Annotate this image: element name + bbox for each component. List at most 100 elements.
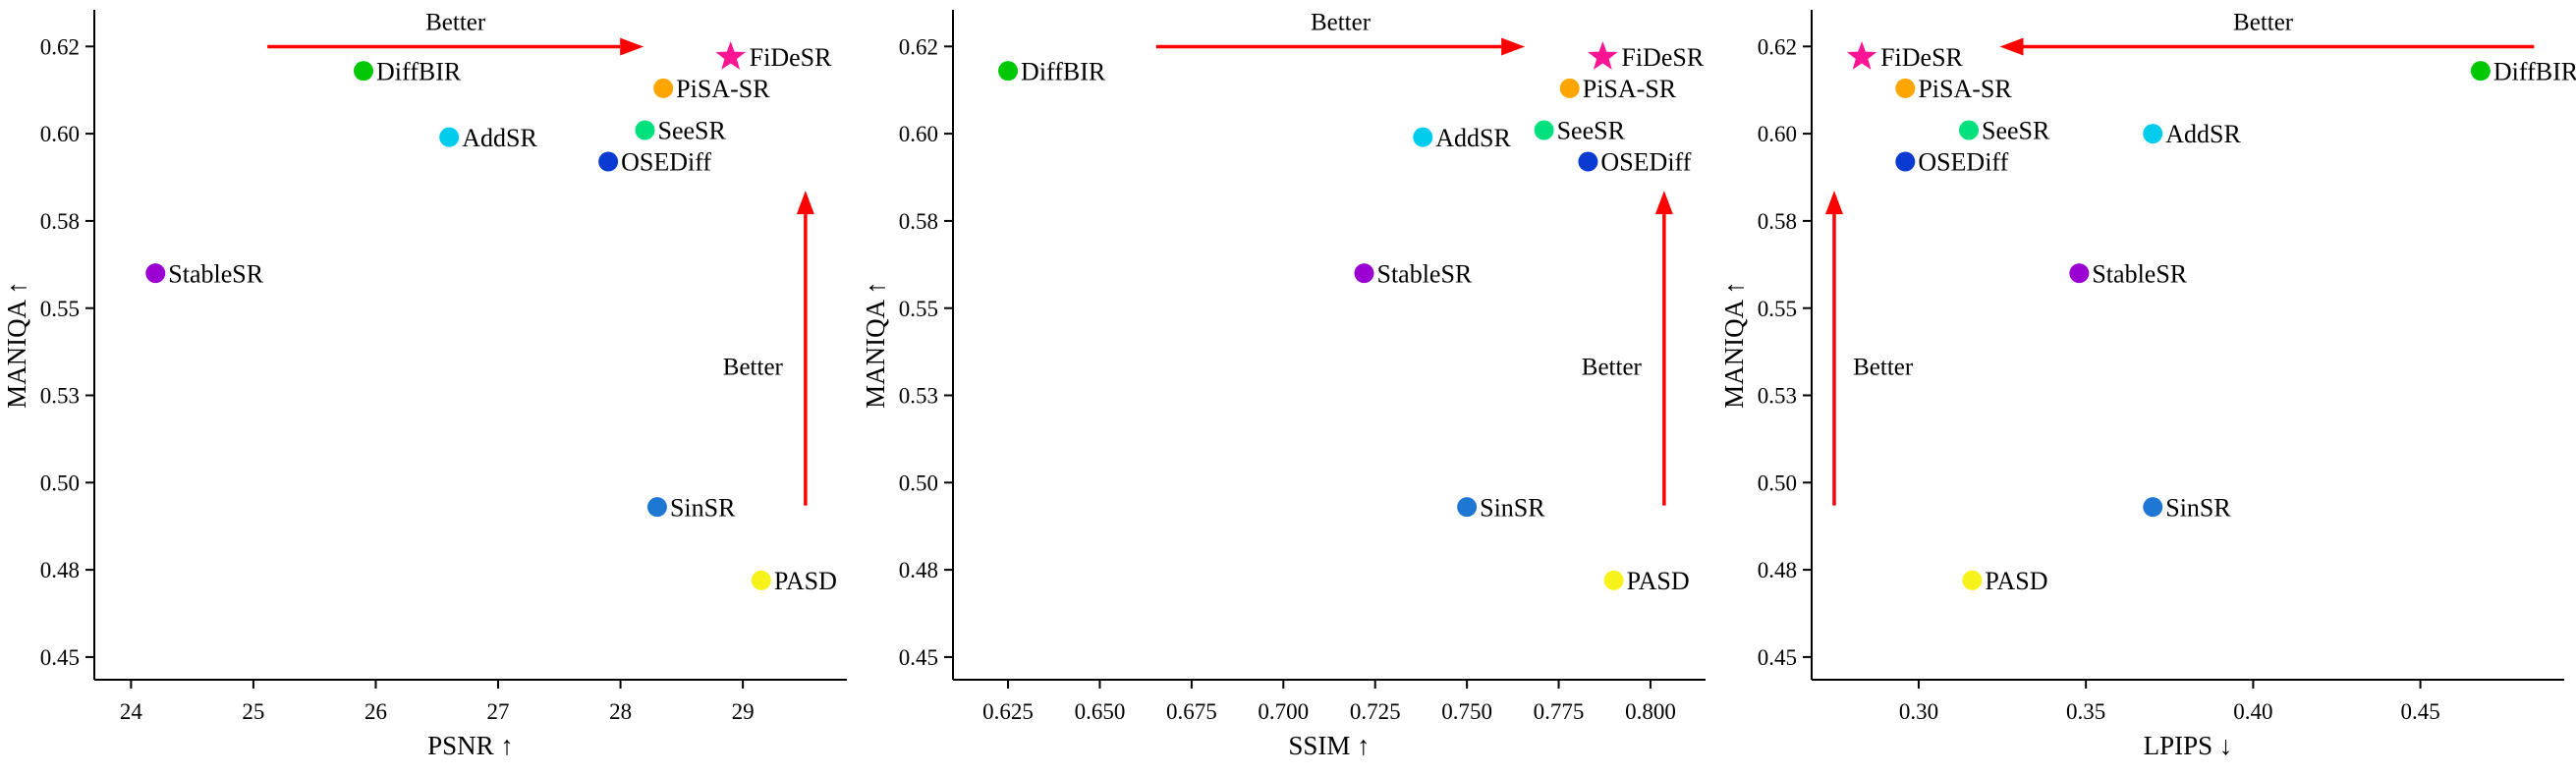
point-label-DiffBIR: DiffBIR bbox=[376, 57, 462, 85]
x-tick-label: 0.650 bbox=[1075, 699, 1126, 724]
y-tick-label: 0.50 bbox=[1758, 471, 1797, 495]
point-label-OSEDiff: OSEDiff bbox=[1918, 148, 2008, 177]
point-label-OSEDiff: OSEDiff bbox=[1600, 148, 1691, 177]
y-tick-label: 0.55 bbox=[1758, 297, 1797, 321]
y-tick-label: 0.53 bbox=[1758, 384, 1797, 409]
point-FiDeSR bbox=[715, 40, 746, 70]
point-label-StableSR: StableSR bbox=[1376, 259, 1472, 288]
point-PASD bbox=[751, 570, 771, 590]
better-label: Better bbox=[2233, 9, 2294, 35]
y-axis-label: MANIQA ↑ bbox=[1719, 281, 1749, 409]
point-label-SeeSR: SeeSR bbox=[657, 117, 726, 145]
point-AddSR bbox=[439, 127, 460, 147]
point-StableSR bbox=[145, 263, 166, 284]
point-StableSR bbox=[1354, 263, 1374, 284]
better-label: Better bbox=[425, 9, 486, 35]
point-DiffBIR bbox=[998, 61, 1019, 82]
point-SeeSR bbox=[1959, 120, 1980, 140]
point-DiffBIR bbox=[2470, 61, 2491, 82]
y-tick-label: 0.48 bbox=[899, 558, 938, 582]
y-tick-label: 0.60 bbox=[899, 122, 938, 146]
better-arrowhead bbox=[1999, 37, 2024, 56]
point-label-StableSR: StableSR bbox=[168, 259, 263, 288]
point-label-PiSA-SR: PiSA-SR bbox=[1583, 75, 1677, 103]
point-label-PASD: PASD bbox=[1985, 567, 2047, 595]
point-SeeSR bbox=[635, 120, 655, 140]
x-tick-label: 0.675 bbox=[1166, 699, 1217, 724]
y-tick-label: 0.48 bbox=[1758, 558, 1797, 582]
x-tick-label: 0.45 bbox=[2400, 699, 2439, 724]
x-tick-label: 0.725 bbox=[1350, 699, 1401, 724]
chart-panel-ssim-maniqa: 0.625 0.650 0.675 0.700 0.725 0.750 0.775 0.800… bbox=[859, 0, 1717, 770]
point-SinSR bbox=[1457, 497, 1478, 518]
x-tick-label: 0.30 bbox=[1899, 699, 1938, 724]
point-PiSA-SR bbox=[653, 78, 674, 98]
scatter-plot: 0.30 0.35 0.40 0.45 0.45 0.48 0.50 0.53 0.55 0.58… bbox=[1719, 9, 2576, 760]
x-axis-label: SSIM ↑ bbox=[1288, 731, 1370, 760]
point-PASD bbox=[1603, 570, 1624, 590]
better-arrowhead bbox=[1654, 191, 1673, 215]
point-StableSR bbox=[2069, 263, 2090, 284]
y-tick-label: 0.50 bbox=[899, 471, 938, 495]
point-label-FiDeSR: FiDeSR bbox=[750, 43, 832, 72]
better-label: Better bbox=[1853, 355, 1914, 381]
point-label-AddSR: AddSR bbox=[1435, 124, 1511, 152]
point-DiffBIR bbox=[354, 61, 374, 82]
point-PiSA-SR bbox=[1895, 78, 1916, 98]
point-label-SinSR: SinSR bbox=[670, 493, 736, 522]
x-tick-label: 24 bbox=[120, 699, 143, 724]
y-tick-label: 0.53 bbox=[899, 384, 938, 409]
x-tick-label: 0.775 bbox=[1534, 699, 1585, 724]
point-label-DiffBIR: DiffBIR bbox=[2493, 57, 2576, 85]
x-tick-label: 25 bbox=[242, 699, 264, 724]
point-FiDeSR bbox=[1588, 40, 1618, 70]
x-axis-label: PSNR ↑ bbox=[427, 731, 514, 760]
x-tick-label: 27 bbox=[487, 699, 510, 724]
y-tick-label: 0.48 bbox=[40, 558, 80, 582]
x-tick-label: 0.625 bbox=[982, 699, 1034, 724]
better-arrowhead bbox=[1501, 37, 1526, 56]
chart-panel-lpips-maniqa: 0.30 0.35 0.40 0.45 0.45 0.48 0.50 0.53 0.55 0.58… bbox=[1717, 0, 2576, 770]
y-axis-label: MANIQA ↑ bbox=[861, 281, 890, 409]
point-label-SinSR: SinSR bbox=[2165, 493, 2231, 522]
y-tick-label: 0.45 bbox=[899, 645, 938, 670]
y-tick-label: 0.58 bbox=[899, 209, 938, 234]
point-AddSR bbox=[2143, 124, 2163, 144]
point-label-SinSR: SinSR bbox=[1480, 493, 1545, 522]
better-arrowhead bbox=[796, 191, 814, 215]
y-tick-label: 0.45 bbox=[40, 645, 80, 670]
x-tick-label: 26 bbox=[364, 699, 387, 724]
x-tick-label: 29 bbox=[732, 699, 755, 724]
point-label-FiDeSR: FiDeSR bbox=[1880, 43, 1963, 72]
point-label-PASD: PASD bbox=[1627, 567, 1690, 595]
y-tick-label: 0.50 bbox=[40, 471, 80, 495]
chart-panel-psnr-maniqa: 24 25 26 27 28 29 0.45 0.48 0.50 0.53 0.55 0.58 0.60… bbox=[0, 0, 859, 770]
point-OSEDiff bbox=[598, 151, 619, 172]
x-axis-label: LPIPS ↓ bbox=[2144, 731, 2233, 760]
point-OSEDiff bbox=[1895, 151, 1916, 172]
point-PASD bbox=[1962, 570, 1983, 590]
y-tick-label: 0.60 bbox=[1758, 122, 1797, 146]
point-label-SeeSR: SeeSR bbox=[1557, 117, 1626, 145]
point-SinSR bbox=[646, 497, 667, 518]
y-tick-label: 0.55 bbox=[899, 297, 938, 321]
point-OSEDiff bbox=[1578, 151, 1598, 172]
y-tick-label: 0.62 bbox=[40, 34, 80, 59]
better-arrowhead bbox=[620, 37, 644, 56]
point-label-AddSR: AddSR bbox=[462, 124, 537, 152]
point-label-SeeSR: SeeSR bbox=[1982, 117, 2050, 145]
x-tick-label: 0.700 bbox=[1258, 699, 1309, 724]
x-tick-label: 0.800 bbox=[1625, 699, 1676, 724]
better-label: Better bbox=[1582, 355, 1643, 381]
point-label-FiDeSR: FiDeSR bbox=[1621, 43, 1704, 72]
point-label-StableSR: StableSR bbox=[2092, 259, 2187, 288]
scatter-plot: 0.625 0.650 0.675 0.700 0.725 0.750 0.775 0.800… bbox=[861, 9, 1706, 760]
point-label-PASD: PASD bbox=[774, 567, 837, 595]
scatter-plot: 24 25 26 27 28 29 0.45 0.48 0.50 0.53 0.55 0.58 0.60… bbox=[2, 9, 847, 760]
point-label-OSEDiff: OSEDiff bbox=[621, 148, 711, 177]
x-tick-label: 0.40 bbox=[2233, 699, 2272, 724]
point-SeeSR bbox=[1534, 120, 1554, 140]
y-tick-label: 0.62 bbox=[1758, 34, 1797, 59]
x-tick-label: 0.35 bbox=[2066, 699, 2105, 724]
